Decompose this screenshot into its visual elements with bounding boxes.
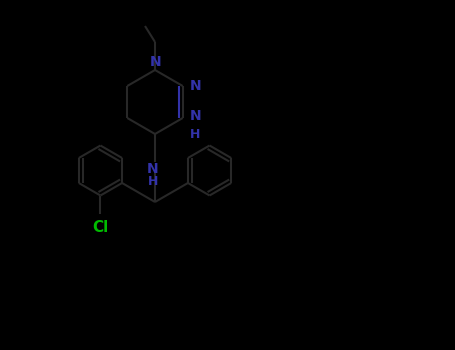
Text: Cl: Cl <box>92 219 109 234</box>
Text: H: H <box>190 128 200 141</box>
Text: N: N <box>190 79 202 93</box>
Text: N: N <box>190 109 202 123</box>
Text: N: N <box>147 162 159 176</box>
Text: N: N <box>150 55 162 69</box>
Text: H: H <box>148 175 158 188</box>
